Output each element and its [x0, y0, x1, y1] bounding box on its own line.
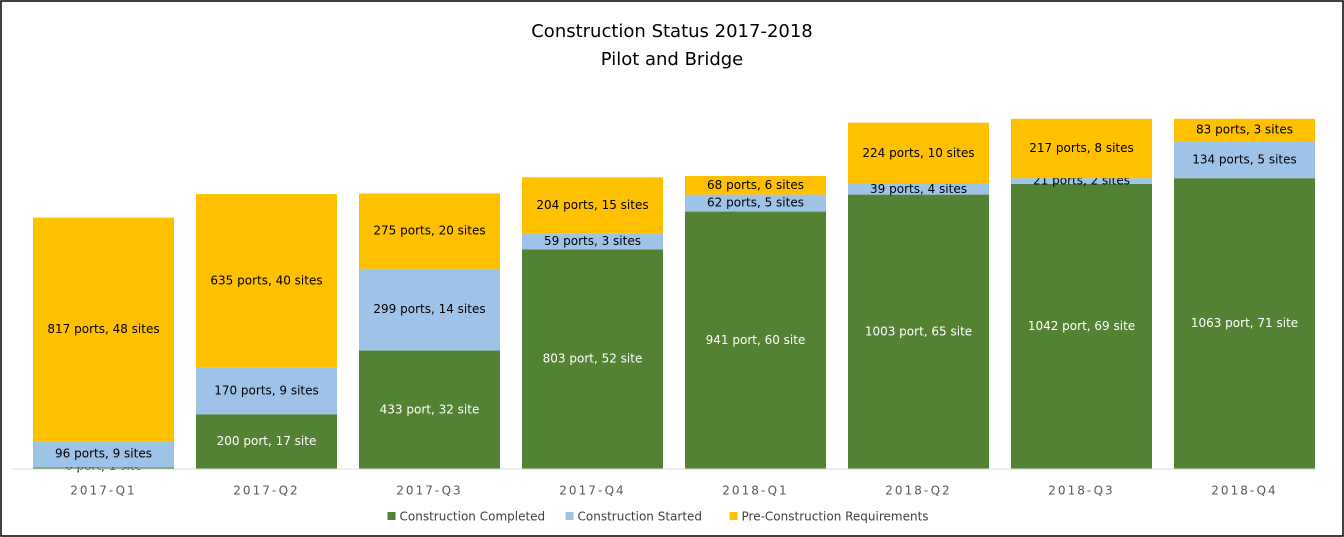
bar-segment	[1174, 141, 1315, 179]
data-label: 803 port, 52 site	[543, 352, 643, 366]
data-label: 275 ports, 20 sites	[373, 224, 485, 238]
x-tick-label: 2018-Q4	[1211, 484, 1277, 498]
data-label: 1003 port, 65 site	[865, 324, 972, 338]
bar-segment	[196, 414, 337, 469]
bar-segment	[33, 441, 174, 468]
data-label: 1063 port, 71 site	[1191, 316, 1298, 330]
data-label: 200 port, 17 site	[217, 434, 317, 448]
bar-segment	[522, 233, 663, 250]
legend-swatch	[565, 512, 574, 520]
bar-segment	[685, 194, 826, 212]
bar-segment	[33, 217, 174, 442]
x-tick-label: 2017-Q2	[233, 484, 299, 498]
chart-title: Construction Status 2017-2018	[531, 21, 813, 42]
x-tick-label: 2018-Q3	[1048, 484, 1114, 498]
data-label: 62 ports, 5 sites	[707, 196, 804, 210]
bar-segment	[848, 183, 989, 195]
bar-segment	[359, 350, 500, 469]
bar-segment	[522, 249, 663, 469]
legend-swatch	[387, 512, 396, 520]
bar-segment	[1011, 183, 1152, 469]
data-label: 1042 port, 69 site	[1028, 319, 1135, 333]
data-label: 299 ports, 14 sites	[373, 302, 485, 316]
legend-label: Construction Completed	[400, 510, 546, 524]
data-label: 83 ports, 3 sites	[1196, 123, 1293, 137]
data-label: 941 port, 60 site	[706, 333, 806, 347]
legend-label: Construction Started	[578, 510, 703, 524]
data-label: 59 ports, 3 sites	[544, 234, 641, 248]
bar-segment	[1174, 118, 1315, 142]
data-label: 817 ports, 48 sites	[47, 322, 159, 336]
x-tick-label: 2017-Q3	[396, 484, 462, 498]
bar-segment	[33, 467, 174, 469]
legend-swatch	[729, 512, 738, 520]
bar-segment	[1011, 118, 1152, 179]
bar-segment	[359, 193, 500, 269]
data-label: 204 ports, 15 sites	[536, 198, 648, 212]
data-label: 134 ports, 5 sites	[1192, 152, 1297, 166]
bar-segment	[848, 122, 989, 184]
x-tick-label: 2017-Q1	[70, 484, 136, 498]
bar-segment	[685, 176, 826, 195]
x-tick-label: 2018-Q1	[722, 484, 788, 498]
bar-segment	[196, 367, 337, 415]
bar-segment	[522, 177, 663, 234]
data-label: 68 ports, 6 sites	[707, 178, 804, 192]
data-label: 433 port, 32 site	[380, 402, 480, 416]
legend-label: Pre-Construction Requirements	[742, 510, 929, 524]
x-tick-label: 2018-Q2	[885, 484, 951, 498]
data-label: 217 ports, 8 sites	[1029, 141, 1134, 155]
bar-segment	[1011, 178, 1152, 184]
data-label: 170 ports, 9 sites	[214, 384, 319, 398]
chart-subtitle: Pilot and Bridge	[601, 49, 744, 70]
data-label: 635 ports, 40 sites	[210, 273, 322, 287]
x-tick-label: 2017-Q4	[559, 484, 625, 498]
data-label: 224 ports, 10 sites	[862, 146, 974, 160]
data-label: 96 ports, 9 sites	[55, 447, 152, 461]
bar-segment	[848, 194, 989, 470]
bar-segment	[196, 194, 337, 368]
data-label: 39 ports, 4 sites	[870, 182, 967, 196]
bar-segment	[1174, 178, 1315, 469]
bar-segment	[685, 211, 826, 470]
bar-segment	[359, 268, 500, 351]
